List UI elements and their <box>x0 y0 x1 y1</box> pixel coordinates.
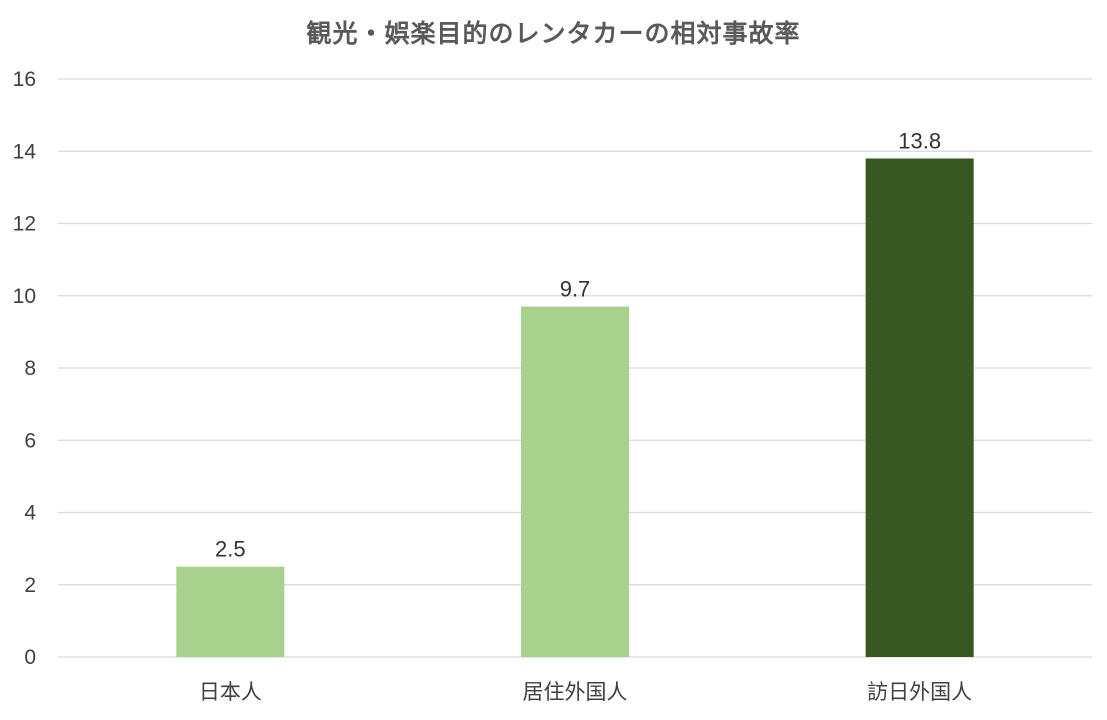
bar-1 <box>176 566 285 657</box>
y-tick-label: 4 <box>24 502 36 525</box>
y-tick-label: 10 <box>13 285 36 308</box>
y-tick-label: 0 <box>24 646 36 669</box>
y-tick-label: 8 <box>24 357 36 380</box>
y-tick-label: 16 <box>13 68 36 91</box>
data-labels: 2.5 9.7 13.8 <box>215 128 941 561</box>
chart-title: 観光・娯楽目的のレンタカーの相対事故率 <box>306 19 801 48</box>
y-tick-label: 12 <box>13 213 36 236</box>
y-axis-ticks: 0 2 4 6 8 10 12 14 16 <box>13 68 37 669</box>
bars <box>176 158 974 657</box>
bar-3 <box>865 158 974 657</box>
data-label: 13.8 <box>898 128 941 153</box>
y-tick-label: 6 <box>24 429 36 452</box>
category-label: 訪日外国人 <box>867 680 972 704</box>
category-label: 日本人 <box>199 680 262 704</box>
x-axis-categories: 日本人 居住外国人 訪日外国人 <box>199 680 972 704</box>
category-label: 居住外国人 <box>523 680 628 704</box>
y-tick-label: 14 <box>13 140 37 163</box>
data-label: 9.7 <box>560 277 591 302</box>
y-tick-label: 2 <box>24 574 36 597</box>
data-label: 2.5 <box>215 537 246 562</box>
bar-2 <box>521 306 629 657</box>
